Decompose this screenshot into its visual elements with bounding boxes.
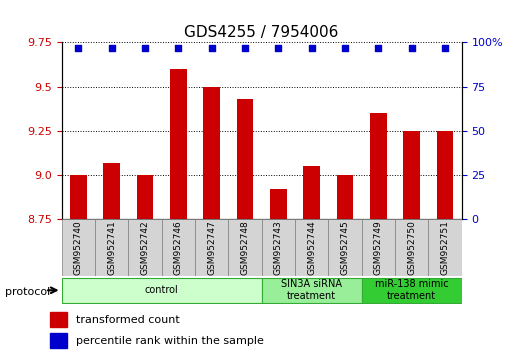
Text: GSM952747: GSM952747 (207, 221, 216, 275)
Text: GSM952742: GSM952742 (141, 221, 149, 275)
Bar (136, 175, 153, 219)
Point (74, 45, 82, 51)
FancyBboxPatch shape (162, 219, 195, 276)
Bar (50, 312, 67, 327)
Text: GSM952750: GSM952750 (407, 220, 416, 275)
FancyBboxPatch shape (62, 278, 262, 303)
Bar (70, 175, 87, 219)
Text: GSM952740: GSM952740 (74, 221, 83, 275)
Bar (203, 87, 220, 219)
FancyBboxPatch shape (328, 219, 362, 276)
FancyBboxPatch shape (262, 219, 295, 276)
FancyBboxPatch shape (362, 278, 462, 303)
FancyBboxPatch shape (62, 219, 95, 276)
Title: GDS4255 / 7954006: GDS4255 / 7954006 (185, 25, 339, 40)
Bar (170, 69, 187, 219)
Point (107, 45, 115, 51)
Text: GSM952746: GSM952746 (174, 221, 183, 275)
Point (207, 45, 215, 51)
Bar (403, 131, 420, 219)
Point (241, 45, 249, 51)
Text: miR-138 mimic
treatment: miR-138 mimic treatment (375, 279, 448, 301)
FancyBboxPatch shape (128, 219, 162, 276)
Point (341, 45, 349, 51)
Text: GSM952751: GSM952751 (441, 220, 449, 275)
Text: transformed count: transformed count (76, 315, 180, 325)
Point (407, 45, 416, 51)
Bar (236, 99, 253, 219)
Text: GSM952749: GSM952749 (374, 221, 383, 275)
Bar (270, 189, 287, 219)
Text: percentile rank within the sample: percentile rank within the sample (76, 336, 264, 346)
Point (307, 45, 315, 51)
FancyBboxPatch shape (428, 219, 462, 276)
Text: control: control (145, 285, 179, 295)
Bar (370, 113, 387, 219)
Point (374, 45, 382, 51)
Bar (50, 333, 67, 348)
Text: GSM952743: GSM952743 (274, 221, 283, 275)
FancyBboxPatch shape (95, 219, 128, 276)
Point (141, 45, 149, 51)
FancyBboxPatch shape (395, 219, 428, 276)
Text: protocol: protocol (5, 287, 50, 297)
FancyBboxPatch shape (295, 219, 328, 276)
Bar (437, 131, 453, 219)
FancyBboxPatch shape (362, 219, 395, 276)
Text: SIN3A siRNA
treatment: SIN3A siRNA treatment (281, 279, 342, 301)
Text: GSM952744: GSM952744 (307, 221, 316, 275)
Text: GSM952748: GSM952748 (241, 221, 249, 275)
FancyBboxPatch shape (262, 278, 362, 303)
Point (274, 45, 282, 51)
Bar (303, 166, 320, 219)
Bar (103, 163, 120, 219)
Point (174, 45, 182, 51)
Text: GSM952745: GSM952745 (341, 221, 349, 275)
Text: GSM952741: GSM952741 (107, 221, 116, 275)
Bar (337, 175, 353, 219)
Point (441, 45, 449, 51)
FancyBboxPatch shape (195, 219, 228, 276)
FancyBboxPatch shape (228, 219, 262, 276)
